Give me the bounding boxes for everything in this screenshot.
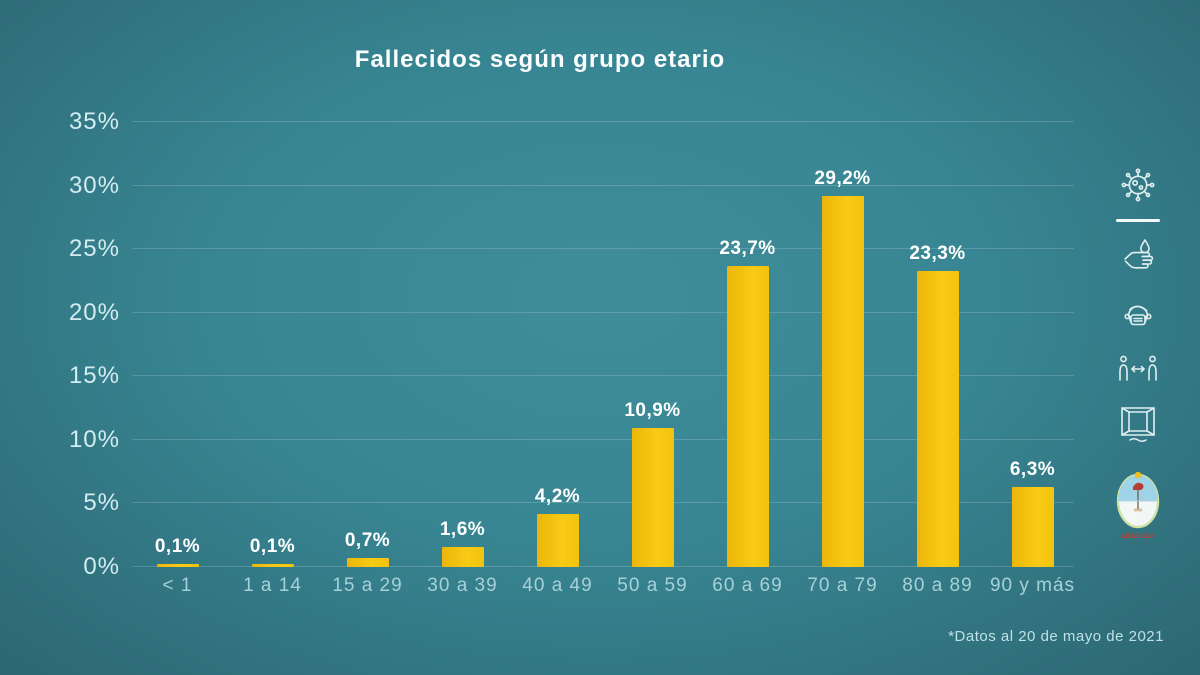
bar-value-label: 10,9%: [624, 400, 681, 422]
bar-15 a 29: [346, 558, 389, 567]
gridline-0%: [132, 566, 1074, 567]
y-tick-label: 25%: [68, 235, 120, 263]
bar-slot: 0,1%: [130, 122, 225, 567]
gridline-35%: [132, 121, 1074, 122]
y-tick-label: 5%: [83, 489, 120, 517]
face-mask-icon: [1117, 294, 1159, 334]
bar-slot: 4,2%: [510, 122, 605, 567]
bar-40 a 49: [536, 513, 579, 567]
x-tick-label: 90 y más: [989, 575, 1076, 596]
y-tick-label: 10%: [68, 425, 120, 453]
virus-icon: [1117, 164, 1159, 206]
gridline-20%: [132, 311, 1074, 313]
x-tick-label: 50 a 59: [617, 575, 688, 596]
bar-slot: 6,3%: [985, 122, 1080, 567]
x-tick-label: < 1: [162, 575, 193, 596]
x-tick-label: 15 a 29: [332, 575, 403, 596]
gridline-30%: [132, 184, 1074, 186]
bar-slot: 10,9%: [605, 122, 700, 567]
plot-area: 0,1% 0,1% 0,7% 1,6% 4,2% 10,9% 23,7% 29,2% 23,3%…: [130, 121, 1080, 567]
gridline-5%: [132, 502, 1074, 504]
gridline-10%: [132, 438, 1074, 440]
bar-< 1: [156, 564, 199, 567]
gridline-25%: [132, 248, 1074, 250]
x-tick-label: 40 a 49: [522, 575, 593, 596]
bar-1 a 14: [251, 564, 294, 567]
rail-divider: [1116, 219, 1160, 222]
bar-slot: 0,1%: [225, 122, 320, 567]
x-axis: < 1 1 a 14 15 a 29 30 a 39 40 a 49 50 a 59 60 …: [130, 575, 1080, 597]
bar-slot: 1,6%: [415, 122, 510, 567]
y-axis: 0% 5% 10% 15% 20% 25% 30% 35%: [0, 108, 120, 580]
chart-title: Fallecidos según grupo etario: [354, 46, 726, 73]
x-tick-label: 70 a 79: [807, 575, 878, 596]
y-tick-label: 20%: [68, 298, 120, 326]
x-tick-label: 80 a 89: [902, 575, 973, 596]
logo-line2: GOBIERNO: [1125, 541, 1152, 547]
bar-value-label: 0,1%: [249, 536, 296, 557]
bar-slot: 0,7%: [320, 122, 415, 567]
bar-value-label: 0,1%: [154, 536, 201, 557]
mendoza-gobierno-logo: MENDOZA GOBIERNO: [1110, 469, 1166, 549]
y-tick-label: 0%: [83, 553, 120, 580]
y-tick-label: 15%: [68, 362, 120, 390]
y-tick-label: 35%: [68, 108, 120, 135]
open-window-icon: [1117, 404, 1159, 444]
bar-slot: 23,7%: [700, 122, 795, 567]
bar-slot: 23,3%: [890, 122, 985, 567]
bar-90 y más: [1011, 486, 1054, 567]
data-date-footnote: *Datos al 20 de mayo de 2021: [948, 628, 1164, 645]
social-distance-icon: [1116, 353, 1160, 385]
prevention-icon-rail: MENDOZA GOBIERNO: [1106, 164, 1170, 549]
bar-value-label: 4,2%: [534, 485, 581, 507]
bar-value-label: 29,2%: [814, 167, 871, 189]
bar-value-label: 1,6%: [439, 518, 486, 540]
bar-value-label: 23,7%: [719, 237, 776, 259]
bar-series: 0,1% 0,1% 0,7% 1,6% 4,2% 10,9% 23,7% 29,2% 23,3%…: [130, 122, 1080, 567]
bar-slot: 29,2%: [795, 122, 890, 567]
bar-80 a 89: [916, 270, 959, 567]
gridline-15%: [132, 375, 1074, 377]
x-tick-label: 60 a 69: [712, 575, 783, 596]
bar-value-label: 0,7%: [344, 530, 391, 552]
bar-value-label: 23,3%: [909, 242, 966, 264]
x-tick-label: 1 a 14: [243, 575, 302, 596]
x-tick-label: 30 a 39: [427, 575, 498, 596]
hand-washing-icon: [1118, 237, 1158, 275]
bar-50 a 59: [631, 428, 674, 567]
bar-value-label: 6,3%: [1009, 458, 1056, 480]
logo-line1: MENDOZA: [1122, 533, 1155, 540]
bar-70 a 79: [821, 195, 864, 567]
bar-60 a 69: [726, 265, 769, 567]
y-tick-label: 30%: [68, 171, 120, 199]
bar-30 a 39: [441, 546, 484, 567]
